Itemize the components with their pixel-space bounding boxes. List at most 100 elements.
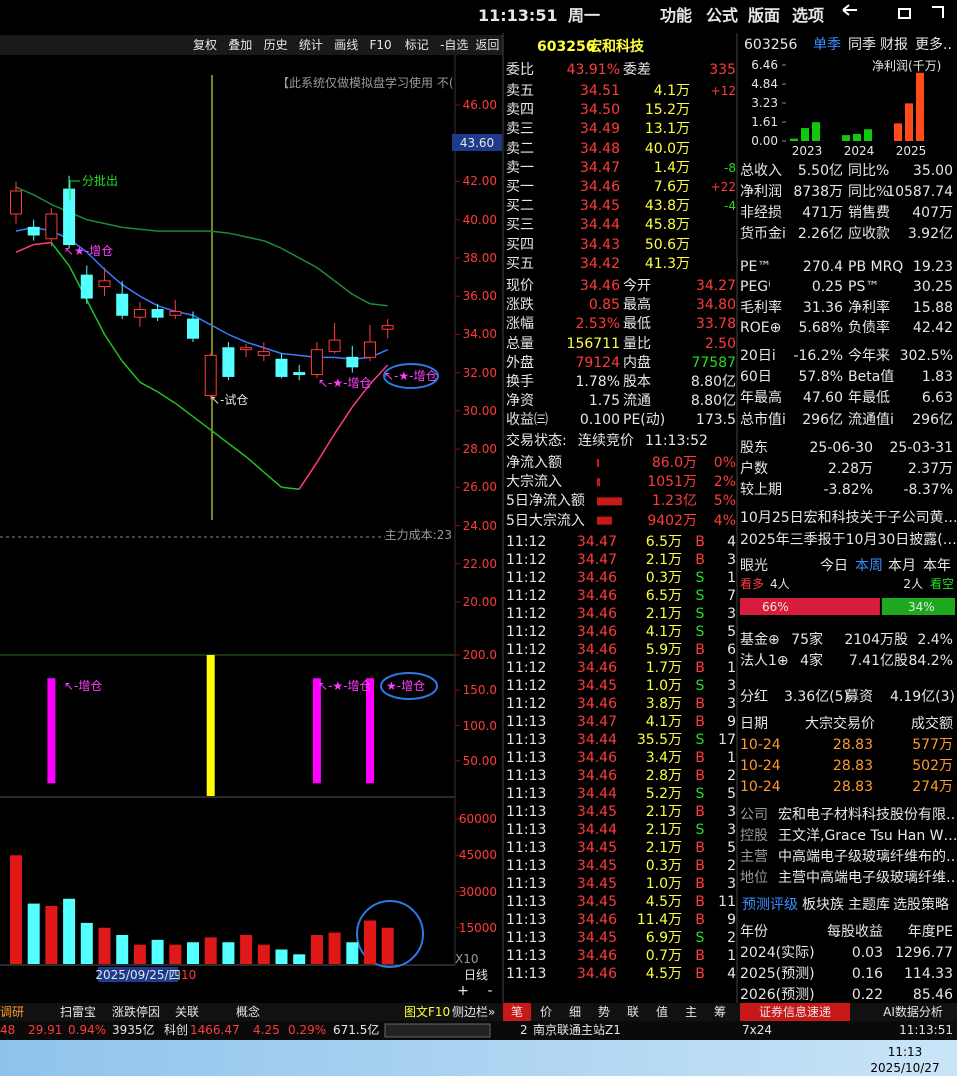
candle-body bbox=[222, 347, 235, 377]
bar bbox=[864, 129, 872, 141]
metric-value: 5.50亿 bbox=[797, 163, 843, 179]
menu-item[interactable]: 公式 bbox=[706, 6, 739, 25]
block-date: 10-24 bbox=[740, 758, 781, 774]
period-tab[interactable]: 今日 bbox=[820, 558, 848, 574]
trade-count: 9 bbox=[727, 714, 736, 730]
quote-tab[interactable]: 价 bbox=[539, 1005, 553, 1019]
toolbar-button[interactable]: -自选 bbox=[440, 38, 469, 52]
news-item[interactable]: 2025年三季报于10月30日披露(… bbox=[740, 532, 957, 548]
trade-count: 3 bbox=[727, 876, 736, 892]
trade-side: B bbox=[695, 894, 705, 910]
quote-tab[interactable]: 细 bbox=[568, 1005, 582, 1019]
metric-label: 同比% bbox=[848, 184, 890, 200]
toolbar-button[interactable]: 复权 bbox=[193, 38, 218, 52]
indicator-line bbox=[139, 295, 158, 307]
y-tick-label: 36.00 bbox=[462, 289, 497, 304]
trade-count: 1 bbox=[727, 948, 736, 964]
toolbar-button[interactable]: 画线 bbox=[334, 38, 359, 52]
zoom-button[interactable]: + bbox=[457, 983, 469, 999]
news-item[interactable]: 10月25日宏和科技关于子公司黄… bbox=[740, 510, 957, 526]
bottom-tab[interactable]: 侧边栏» bbox=[452, 1005, 496, 1019]
y-tick-label: 26.00 bbox=[462, 480, 497, 495]
trade-time: 11:12 bbox=[506, 534, 547, 550]
index-value: 48 bbox=[0, 1023, 16, 1037]
period-tab[interactable]: 本周 bbox=[855, 558, 883, 574]
indicator-line bbox=[245, 341, 265, 349]
info-tab[interactable]: 证券信息速递 bbox=[758, 1005, 832, 1019]
back-icon[interactable] bbox=[842, 4, 857, 16]
quote-tab[interactable]: 主 bbox=[684, 1005, 698, 1019]
menu-item[interactable]: 选项 bbox=[792, 6, 825, 25]
block-price: 28.83 bbox=[832, 779, 873, 795]
active-tab-bg bbox=[740, 1003, 850, 1021]
bottom-tab[interactable]: 概念 bbox=[236, 1005, 261, 1019]
quote-tab[interactable]: 势 bbox=[597, 1005, 611, 1019]
bottom-tab[interactable]: 调研 bbox=[0, 1005, 25, 1019]
book-label: 卖三 bbox=[506, 121, 534, 138]
period-tab[interactable]: 本月 bbox=[888, 558, 916, 574]
trade-volume: 2.1万 bbox=[645, 552, 682, 568]
highlight-circle bbox=[380, 672, 438, 700]
y-tick-label: 46.00 bbox=[462, 98, 497, 112]
f10-tab[interactable]: 更多.. bbox=[915, 37, 952, 53]
trade-count: 1 bbox=[727, 660, 736, 676]
indicator-line bbox=[86, 251, 106, 270]
f10-tab[interactable]: 财报 bbox=[880, 37, 908, 53]
news-feed[interactable]: 7x24 bbox=[742, 1023, 773, 1037]
highlight-circle bbox=[383, 363, 439, 389]
forecast-tab[interactable]: 预测评级 bbox=[742, 897, 798, 913]
indicator-line bbox=[104, 268, 123, 286]
bottom-tab[interactable]: 扫雷宝 bbox=[60, 1005, 97, 1019]
toolbar-button[interactable]: 标记 bbox=[404, 38, 429, 52]
toolbar-button[interactable]: 统计 bbox=[298, 38, 323, 52]
trade-volume: 1.0万 bbox=[645, 678, 682, 694]
toolbar-button[interactable]: 历史 bbox=[263, 38, 288, 52]
forecast-tab[interactable]: 主题库 bbox=[848, 897, 890, 913]
indicator-line bbox=[50, 242, 70, 267]
active-tab-bg bbox=[503, 1003, 531, 1021]
block-price: 28.83 bbox=[832, 758, 873, 774]
forecast-tab[interactable]: 板块族 bbox=[802, 897, 844, 913]
f10-tab[interactable]: 同季 bbox=[848, 37, 876, 53]
trade-price: 34.46 bbox=[576, 606, 617, 622]
bottom-tab[interactable]: 图文F10 bbox=[404, 1005, 451, 1019]
period[interactable]: 日线 bbox=[463, 968, 489, 982]
toolbar-button[interactable]: F10 bbox=[369, 38, 392, 52]
toolbar-button[interactable]: 返回 bbox=[475, 38, 500, 52]
bottom-tab[interactable]: 关联 bbox=[175, 1005, 200, 1019]
metric-label: 年最低 bbox=[848, 390, 890, 406]
quote-tab[interactable]: 值 bbox=[655, 1005, 669, 1019]
quote-tab[interactable]: 筹 bbox=[713, 1005, 727, 1019]
restore-icon[interactable] bbox=[898, 8, 911, 19]
date-label: 2025/09/25/四 bbox=[95, 968, 181, 982]
forecast-tab[interactable]: 选股策略 bbox=[893, 897, 949, 913]
quote-tab[interactable]: 笔 bbox=[510, 1005, 524, 1019]
index-value: 671.5亿 bbox=[333, 1023, 380, 1037]
indicator-line bbox=[86, 299, 106, 335]
info-tab[interactable]: AI数据分析 bbox=[883, 1005, 943, 1019]
quote-tab[interactable]: 联 bbox=[626, 1005, 640, 1019]
menu-item[interactable]: 版面 bbox=[748, 6, 781, 25]
zoom-button[interactable]: - bbox=[487, 983, 493, 999]
volume-bar bbox=[240, 935, 253, 964]
bottom-tab[interactable]: 涨跌停因 bbox=[112, 1005, 161, 1019]
toolbar-button[interactable]: 叠加 bbox=[228, 38, 253, 52]
stat-label: 股本 bbox=[623, 374, 651, 390]
book-change: -8 bbox=[724, 160, 736, 175]
date-label: 10 bbox=[181, 968, 197, 982]
indicator-line bbox=[33, 194, 52, 206]
inst-shares: 2104万股 bbox=[844, 632, 908, 648]
indicator-line bbox=[139, 381, 158, 393]
indicator-line bbox=[121, 360, 141, 383]
menu-item[interactable]: 功能 bbox=[660, 6, 693, 25]
f10-tab[interactable]: 单季 bbox=[813, 37, 841, 53]
annotation: ↖-★-增仓 bbox=[318, 376, 372, 390]
max-icon[interactable] bbox=[932, 6, 944, 18]
stat-value: 8.80亿 bbox=[690, 374, 736, 390]
forecast-header: 年度PE bbox=[907, 924, 953, 940]
candle-body bbox=[116, 293, 129, 316]
period-tab[interactable]: 本年 bbox=[923, 558, 951, 574]
trade-volume: 1.7万 bbox=[645, 660, 682, 676]
trade-price: 34.44 bbox=[576, 732, 617, 748]
annotation: ↖-★-增仓 bbox=[318, 679, 372, 693]
